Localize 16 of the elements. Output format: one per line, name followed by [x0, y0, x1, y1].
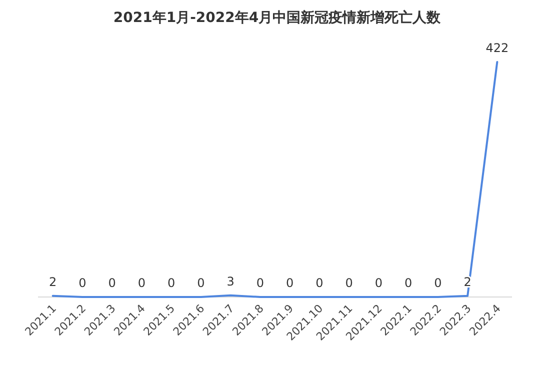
data-label: 0 [78, 276, 86, 290]
data-label: 0 [374, 276, 383, 290]
data-label: 0 [138, 276, 146, 290]
chart-title: 2021年1月-2022年4月中国新冠疫情新增死亡人数 [113, 9, 442, 26]
data-label: 3 [226, 274, 234, 288]
data-label: 0 [316, 276, 324, 290]
data-label: 0 [345, 276, 353, 290]
data-label: 0 [434, 276, 442, 290]
data-label: 0 [286, 276, 294, 290]
data-label: 2 [48, 274, 57, 289]
data-label: 0 [256, 276, 264, 290]
data-label: 0 [108, 276, 116, 290]
data-label: 0 [404, 276, 412, 290]
data-label: 422 [486, 41, 509, 55]
data-label: 0 [197, 276, 205, 290]
data-label: 0 [167, 276, 176, 290]
